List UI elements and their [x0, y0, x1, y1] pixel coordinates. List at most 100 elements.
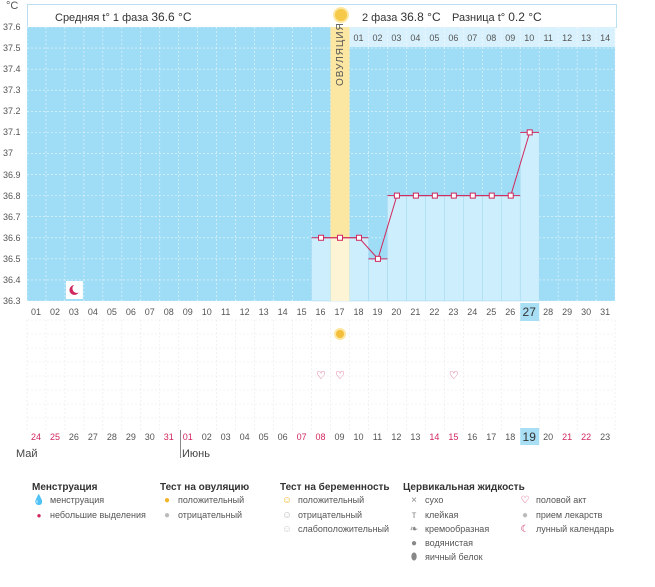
calendar-date-label: 20 [543, 432, 554, 442]
cycle-day-label: 28 [543, 307, 554, 317]
calendar-date-label: 10 [353, 432, 364, 442]
calendar-date-label: 07 [296, 432, 307, 442]
ovulation-sun-icon [335, 9, 347, 21]
temperature-point-day-24 [469, 192, 476, 199]
phase1-label: Средняя t° 1 фаза 36.6 °C [55, 10, 192, 24]
temperature-point-day-23 [450, 192, 457, 199]
cycle-day-label: 21 [410, 307, 421, 317]
calendar-date-label: 27 [87, 432, 98, 442]
post-ovulation-day-label: 06 [448, 33, 459, 43]
calendar-date-label: 04 [239, 432, 250, 442]
grey-smile-icon: ☺ [281, 510, 293, 521]
calendar-date-label: 21 [562, 432, 573, 442]
post-ovulation-day-label: 14 [600, 33, 611, 43]
calendar-date-label: 01 [182, 432, 193, 442]
calendar-date-label: 05 [258, 432, 269, 442]
y-tick-label: 37.3 [3, 85, 21, 96]
legend-ov-positive: ● положительный [160, 495, 244, 506]
calendar-date-label: 14 [429, 432, 440, 442]
temperature-point-day-19 [374, 255, 381, 262]
temperature-bar-day-25 [482, 195, 502, 302]
moon-icon-mask [72, 284, 82, 293]
temperature-bar-day-22 [425, 195, 445, 302]
legend-preg-negative: ☺ отрицательный [281, 510, 363, 521]
y-tick-label: 37.2 [3, 106, 21, 117]
calendar-date-label: 06 [277, 432, 288, 442]
calendar-date-label: 18 [505, 432, 516, 442]
legend-medication: ● прием лекарств [518, 510, 602, 521]
post-ovulation-day-label: 08 [486, 33, 497, 43]
smile-icon: ☺ [281, 495, 293, 506]
creamy-icon: ❧ [409, 524, 419, 535]
temperature-bar-day-16 [311, 237, 331, 302]
unit-label: °C [6, 0, 19, 12]
post-ovulation-day-label: 10 [524, 33, 535, 43]
temperature-point-day-21 [412, 192, 419, 199]
post-ovulation-day-label: 13 [581, 33, 592, 43]
calendar-date-label: 30 [144, 432, 155, 442]
calendar-date-label: 19 [522, 430, 536, 444]
month-divider [180, 430, 181, 458]
cycle-day-label: 26 [505, 307, 516, 317]
cycle-day-label: 11 [221, 307, 231, 317]
legend-title-cervical: Цервикальная жидкость [403, 482, 525, 493]
sticky-icon: т [411, 510, 417, 521]
legend-title-pregnancy-test: Тест на беременность [280, 482, 390, 493]
calendar-date-label: 16 [467, 432, 478, 442]
legend-preg-weak: ☺ слабоположительный [281, 524, 390, 535]
temperature-point-day-26 [507, 192, 514, 199]
post-ovulation-day-label: 02 [372, 33, 383, 43]
temperature-point-day-25 [488, 192, 495, 199]
intercourse-heart-icon: ♡ [316, 369, 326, 382]
cycle-day-label: 16 [315, 307, 326, 317]
post-ovulation-day-label: 09 [505, 33, 516, 43]
cycle-day-label: 12 [239, 307, 250, 317]
cycle-day-label: 08 [163, 307, 174, 317]
calendar-date-label: 03 [220, 432, 231, 442]
y-tick-label: 36.8 [3, 190, 21, 201]
ovulation-label: ОВУЛЯЦИЯ [335, 22, 355, 86]
cross-icon: × [411, 495, 417, 506]
bbt-chart: ♡ ♡ ♡ [26, 26, 616, 445]
month-may: Май [16, 448, 38, 460]
legend-eggwhite: ⬮ яичный белок [407, 552, 483, 563]
calendar-date-label: 15 [448, 432, 459, 442]
pill-icon: ● [521, 510, 529, 521]
calendar-date-label: 25 [49, 432, 60, 442]
current-day-highlight [520, 303, 540, 321]
temperature-point-day-18 [355, 234, 362, 241]
temperature-bar-day-24 [463, 195, 483, 302]
calendar-date-label: 31 [163, 432, 174, 442]
current-date-highlight [520, 428, 540, 445]
cycle-day-label: 31 [600, 307, 611, 317]
cycle-day-label: 09 [182, 307, 193, 317]
legend-menstruation: 💧 менструация [32, 495, 105, 506]
heart-icon: ♡ [520, 495, 530, 506]
intercourse-heart-icon: ♡ [449, 369, 459, 382]
post-ovulation-day-label: 12 [562, 33, 573, 43]
cycle-day-label: 22 [429, 307, 440, 317]
cycle-day-label: 01 [30, 307, 41, 317]
temperature-point-day-22 [431, 192, 438, 199]
post-ovulation-day-label: 05 [429, 33, 440, 43]
post-ovulation-day-label: 11 [543, 33, 553, 43]
temperature-point-day-16 [318, 234, 325, 241]
small-drop-icon: ● [36, 511, 42, 520]
grey-circle-icon: ● [163, 510, 171, 521]
cycle-day-label: 27 [522, 305, 536, 319]
moon-icon: ☾ [520, 524, 530, 535]
calendar-date-label: 22 [581, 432, 592, 442]
y-tick-label: 37.6 [3, 22, 21, 32]
y-tick-label: 36.9 [3, 169, 21, 180]
cycle-day-label: 13 [258, 307, 269, 317]
calendar-date-label: 13 [410, 432, 421, 442]
cycle-day-label: 06 [125, 307, 136, 317]
calendar-date-label: 02 [201, 432, 212, 442]
temperature-bar-day-19 [368, 258, 388, 302]
temperature-bar-day-27 [519, 132, 540, 302]
cycle-day-label: 18 [353, 307, 364, 317]
calendar-date-label: 08 [315, 432, 326, 442]
temperature-bar-day-21 [406, 195, 426, 302]
cycle-day-label: 20 [391, 307, 402, 317]
sun-icon: ● [163, 495, 171, 506]
